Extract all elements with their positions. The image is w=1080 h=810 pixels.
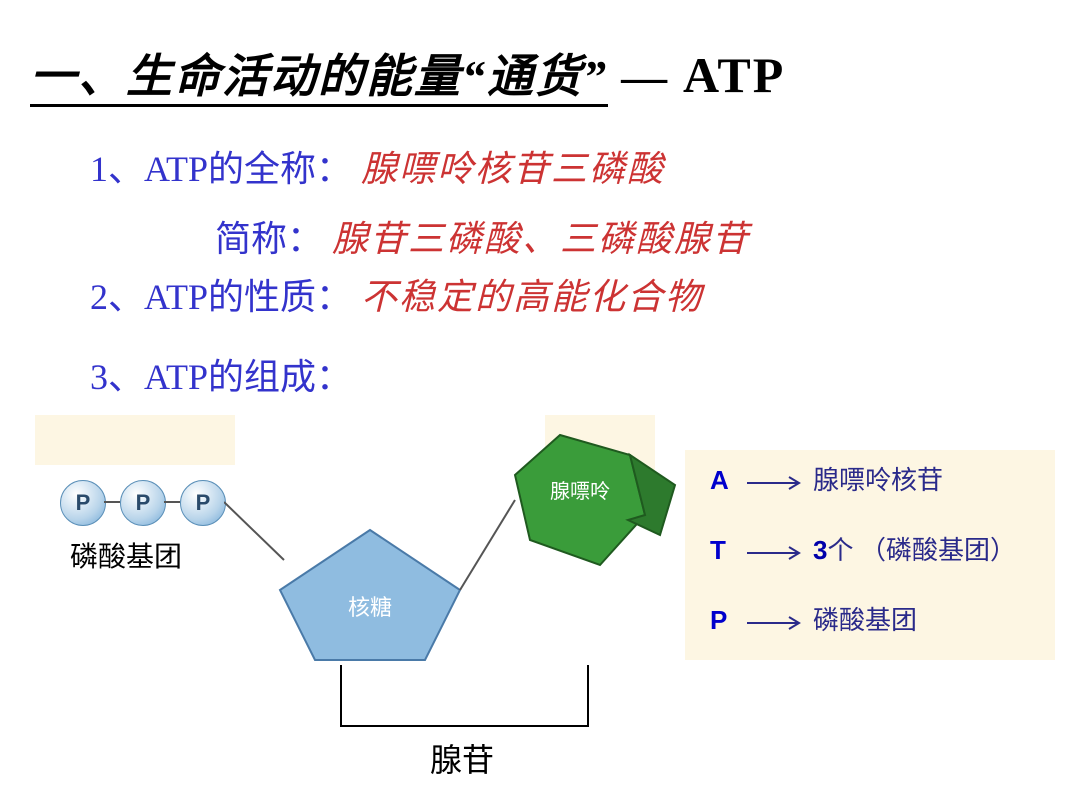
row-1-answer: 腺嘌呤核苷三磷酸	[361, 149, 665, 189]
legend-row-p: P 磷酸基团	[710, 600, 917, 637]
row-1-label: 1、ATP的全称：	[90, 149, 352, 189]
bracket-label: 腺苷	[430, 735, 494, 781]
row-1b-label: 简称：	[215, 219, 323, 259]
title-dash: —	[622, 51, 670, 102]
legend-letter: A	[710, 465, 740, 496]
row-1b-answer: 腺苷三磷酸、三磷酸腺苷	[332, 219, 750, 259]
phosphate-label: 磷酸基团	[70, 535, 182, 575]
legend-letter: T	[710, 535, 740, 566]
title-prefix: 一、生命活动的能量“通货”	[30, 51, 608, 107]
arrow-icon	[747, 545, 807, 561]
arrow-icon	[747, 615, 807, 631]
row-2: 2、ATP的性质： 不稳定的高能化合物	[90, 268, 703, 320]
atp-diagram: P P P 磷酸基团 核糖 腺嘌呤 腺苷 A 腺嘌呤核苷 T 3个 （磷酸基团）…	[40, 440, 1040, 790]
legend-row-a: A 腺嘌呤核苷	[710, 460, 943, 497]
row-3-label: 3、ATP的组成：	[90, 357, 352, 397]
row-1: 1、ATP的全称： 腺嘌呤核苷三磷酸	[90, 140, 665, 192]
row-3: 3、ATP的组成：	[90, 348, 352, 400]
legend-row-t: T 3个 （磷酸基团）	[710, 530, 1016, 567]
phosphate-bond	[164, 501, 180, 503]
arrow-icon	[747, 475, 807, 491]
row-2-answer: 不稳定的高能化合物	[361, 277, 703, 317]
bracket	[340, 665, 589, 727]
adenine-shape	[480, 420, 680, 590]
phosphate-circle: P	[180, 480, 226, 526]
row-1b: 简称： 腺苷三磷酸、三磷酸腺苷	[215, 210, 750, 262]
phosphate-circle: P	[60, 480, 106, 526]
slide-title: 一、生命活动的能量“通货” — ATP	[30, 40, 785, 106]
phosphate-bond	[104, 501, 120, 503]
phosphate-circle: P	[120, 480, 166, 526]
legend-text: 个 （磷酸基团）	[827, 536, 1016, 565]
ribose-label: 核糖	[335, 590, 405, 622]
row-2-label: 2、ATP的性质：	[90, 277, 352, 317]
legend-letter: P	[710, 605, 740, 636]
adenine-label: 腺嘌呤	[550, 475, 610, 504]
legend-text: 腺嘌呤核苷	[813, 466, 943, 495]
legend-text: 磷酸基团	[813, 606, 917, 635]
title-atp: ATP	[683, 47, 785, 103]
legend-bold-number: 3	[813, 535, 827, 565]
